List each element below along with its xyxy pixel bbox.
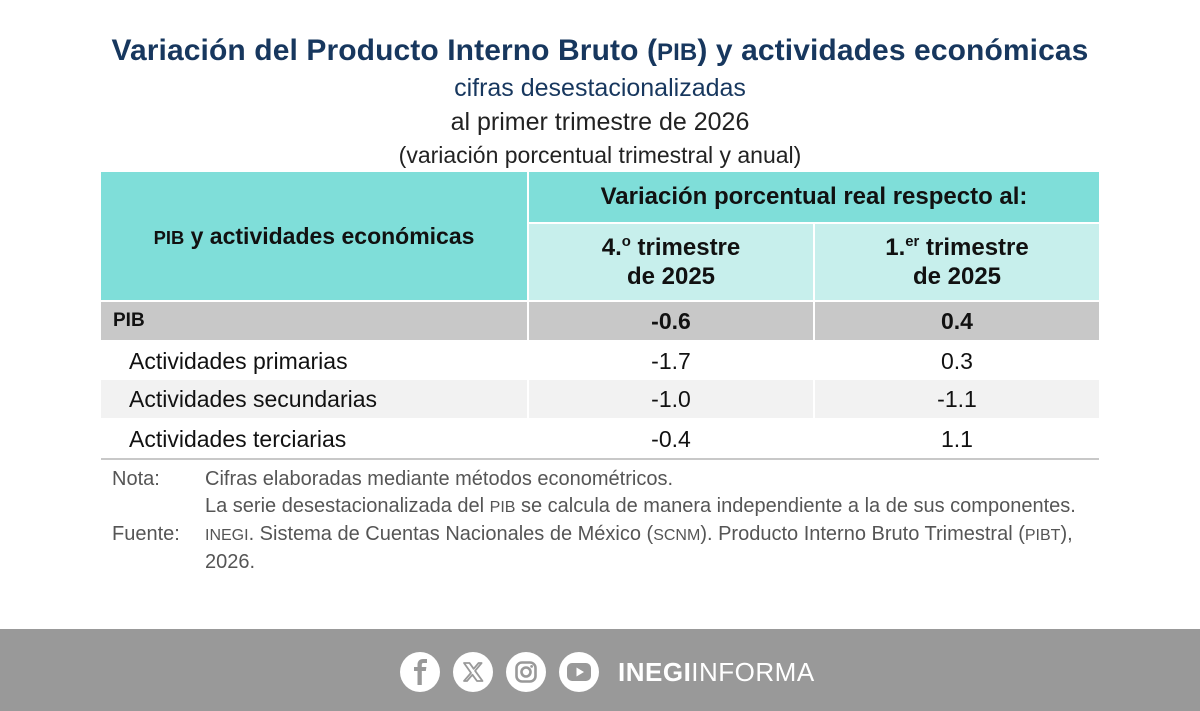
value-quarterly: -1.7 (651, 347, 691, 374)
note: Nota: Cifras elaboradas mediante métodos… (112, 466, 1112, 521)
value-quarterly: -1.0 (529, 380, 813, 418)
x-icon[interactable] (453, 652, 493, 692)
source-label: Fuente: (112, 523, 180, 545)
row-label: Actividades secundarias (101, 380, 527, 418)
table-row-total: PIB -0.6 0.4 (101, 302, 1099, 340)
table-row: Actividades secundarias -1.0 -1.1 (101, 380, 1099, 418)
page-title: Variación del Producto Interno Bruto (PI… (111, 34, 1089, 67)
inegi-informa-brand: INEGIINFORMA (618, 656, 815, 687)
note-text: Cifras elaboradas mediante métodos econo… (205, 468, 1076, 517)
table-row: Actividades primarias -1.7 0.3 (101, 342, 1099, 380)
column-header-q1-2025: 1.er trimestre de 2025 (815, 224, 1099, 300)
social-links: INEGIINFORMA (400, 652, 815, 692)
row-header: PIB y actividades económicas (101, 172, 527, 300)
source: Fuente: INEGI. Sistema de Cuentas Nacion… (112, 521, 1112, 576)
table-row: Actividades terciarias -0.4 1.1 (101, 420, 1099, 458)
note-label: Nota: (112, 468, 160, 490)
group-header: Variación porcentual real respecto al: (529, 172, 1099, 222)
row-label: Actividades primarias (129, 347, 348, 374)
value-quarterly: -0.6 (529, 302, 813, 340)
value-annual: 0.4 (815, 302, 1099, 340)
facebook-icon[interactable] (400, 652, 440, 692)
value-annual: 0.3 (941, 347, 973, 374)
source-text: INEGI. Sistema de Cuentas Nacionales de … (205, 523, 1073, 573)
row-label: Actividades terciarias (129, 425, 347, 452)
subtitle-period: al primer trimestre de 2026 (450, 108, 750, 136)
footer-bar: INEGIINFORMA (0, 629, 1200, 711)
value-annual: -1.1 (815, 380, 1099, 418)
youtube-icon[interactable] (559, 652, 599, 692)
value-quarterly: -0.4 (651, 425, 691, 452)
notes: Nota: Cifras elaboradas mediante métodos… (112, 466, 1112, 576)
column-header-q4-2025: 4.o trimestre de 2025 (529, 224, 813, 300)
instagram-icon[interactable] (506, 652, 546, 692)
row-label: PIB (101, 302, 527, 340)
subtitle-units: (variación porcentual trimestral y anual… (398, 142, 802, 168)
subtitle-seasonal: cifras desestacionalizadas (454, 74, 746, 102)
value-annual: 1.1 (941, 425, 973, 452)
table-bottom-rule (101, 458, 1099, 460)
